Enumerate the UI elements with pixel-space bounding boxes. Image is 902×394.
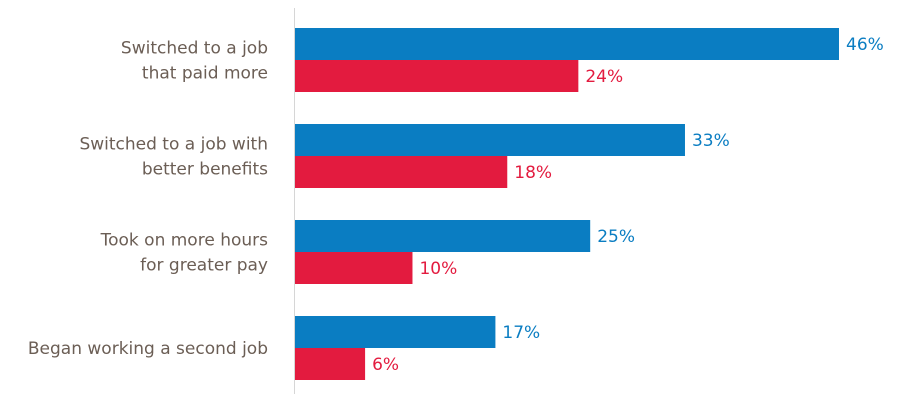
value-label-series2-4: 6% (372, 355, 399, 375)
value-label-series1-4: 17% (502, 323, 540, 343)
category-label-line: Took on more hours (100, 231, 269, 251)
category-label-2: Switched to a job with better benefits (79, 135, 268, 180)
category-label-line: better benefits (142, 160, 268, 180)
bar-series1-1 (294, 28, 839, 60)
value-label-series2-2: 18% (514, 163, 552, 183)
value-label-series1-2: 33% (692, 131, 730, 151)
category-label-line: Switched to a job (121, 39, 268, 59)
value-label-series1-3: 25% (597, 227, 635, 247)
category-label-line: that paid more (142, 64, 268, 84)
category-label-3: Took on more hours for greater pay (100, 231, 269, 276)
category-label-line: for greater pay (140, 256, 268, 276)
bar-series2-2 (294, 156, 508, 188)
bar-series2-3 (294, 252, 413, 284)
category-label-line: Began working a second job (28, 339, 268, 359)
category-label-4: Began working a second job (28, 339, 268, 359)
bar-series1-4 (294, 316, 496, 348)
value-label-series1-1: 46% (846, 35, 884, 55)
value-label-series2-1: 24% (585, 67, 623, 87)
bar-series1-2 (294, 124, 685, 156)
category-label-line: Switched to a job with (79, 135, 268, 155)
bar-series2-4 (294, 348, 366, 380)
category-label-1: Switched to a job that paid more (121, 39, 268, 84)
bar-series1-3 (294, 220, 591, 252)
value-label-series2-3: 10% (419, 259, 457, 279)
bar-series2-1 (294, 60, 579, 92)
